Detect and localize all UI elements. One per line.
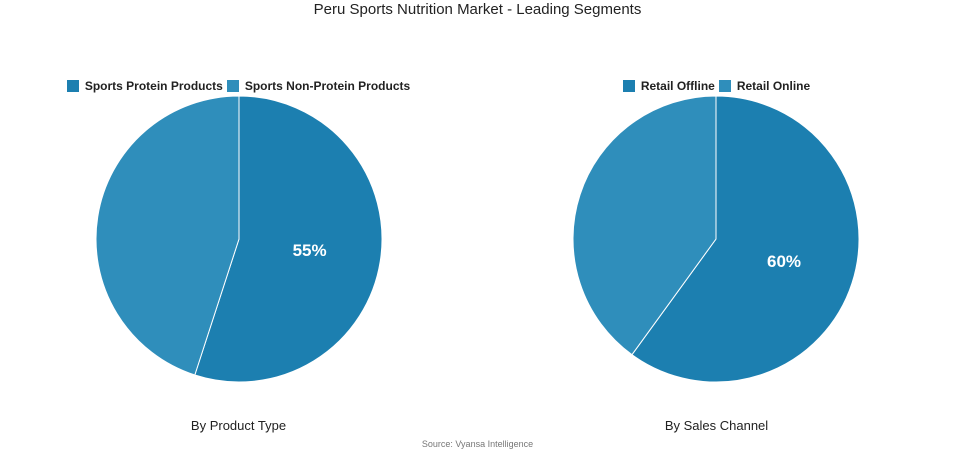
legend-swatch (66, 80, 79, 92)
legend-swatch (226, 80, 239, 92)
caption-sales-channel: By Sales Channel (664, 418, 769, 433)
legend-item-sports-non-protein[interactable]: Sports Non-Protein Products (226, 79, 411, 93)
chart-title: Peru Sports Nutrition Market - Leading S… (313, 1, 642, 18)
legend-item-retail-offline[interactable]: Retail Offline (622, 79, 715, 93)
legend-item-retail-online[interactable]: Retail Online (718, 79, 811, 93)
legend-swatch (622, 80, 635, 92)
legend-label: Sports Non-Protein Products (244, 79, 411, 93)
slice-retail-offline[interactable] (631, 95, 860, 383)
slice-value-label: 60% (767, 252, 801, 271)
legend-product-type: Sports Protein Products Sports Non-Prote… (0, 79, 477, 93)
slice-value-label: 55% (293, 241, 327, 260)
caption-product-type: By Product Type (190, 418, 287, 433)
legend-label: Retail Online (736, 79, 811, 93)
legend-item-sports-protein[interactable]: Sports Protein Products (66, 79, 223, 93)
source-note: Source: Vyansa Intelligence (421, 439, 534, 449)
slice-retail-online[interactable] (572, 95, 717, 356)
legend-swatch (718, 80, 731, 92)
legend-sales-channel: Retail Offline Retail Online (478, 79, 955, 93)
legend-label: Retail Offline (640, 79, 715, 93)
legend-label: Sports Protein Products (84, 79, 223, 93)
slice-sports-protein[interactable] (194, 95, 383, 383)
slice-sports-non-protein[interactable] (95, 95, 240, 376)
